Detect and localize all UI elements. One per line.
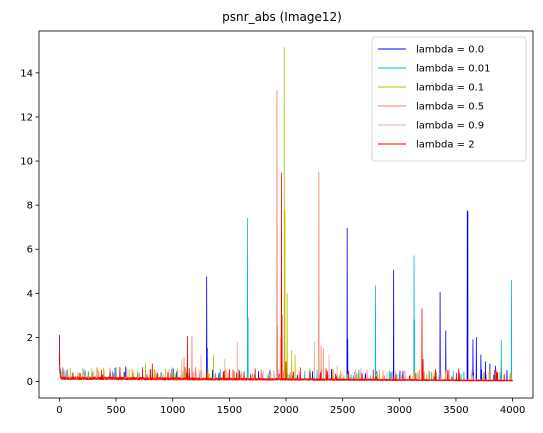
y-tick-label: 2 bbox=[27, 333, 33, 344]
legend-label-0: lambda = 0.0 bbox=[416, 45, 484, 56]
legend-box bbox=[371, 36, 527, 162]
y-tick-label: 14 bbox=[20, 68, 33, 79]
y-axis: 0 2 4 6 8 10 12 14 bbox=[20, 68, 39, 388]
y-tick-label: 6 bbox=[27, 245, 33, 256]
legend: lambda = 0.0 lambda = 0.01 lambda = 0.1 lam… bbox=[371, 36, 527, 162]
legend-label-5: lambda = 2 bbox=[416, 140, 475, 151]
y-tick-label: 0 bbox=[27, 377, 33, 388]
x-tick-label: 4000 bbox=[500, 405, 525, 416]
chart-title: psnr_abs (Image12) bbox=[222, 10, 342, 24]
legend-label-4: lambda = 0.9 bbox=[416, 121, 484, 132]
y-tick-label: 8 bbox=[27, 201, 33, 212]
y-tick-label: 4 bbox=[27, 289, 33, 300]
y-tick-label: 10 bbox=[20, 157, 33, 168]
y-tick-label: 12 bbox=[20, 112, 33, 123]
x-tick-label: 3500 bbox=[443, 405, 468, 416]
legend-label-1: lambda = 0.01 bbox=[416, 64, 490, 75]
x-tick-label: 2000 bbox=[273, 405, 298, 416]
x-tick-label: 500 bbox=[106, 405, 125, 416]
series-line-5 bbox=[58, 172, 513, 382]
legend-label-2: lambda = 0.1 bbox=[416, 83, 484, 94]
x-tick-label: 0 bbox=[56, 405, 62, 416]
legend-label-3: lambda = 0.5 bbox=[416, 102, 484, 113]
series-layer bbox=[58, 47, 513, 382]
x-tick-label: 2500 bbox=[330, 405, 355, 416]
x-tick-label: 1500 bbox=[217, 405, 242, 416]
x-tick-label: 1000 bbox=[160, 405, 185, 416]
x-axis: 0 500 1000 1500 2000 2500 3000 3500 4000 bbox=[56, 398, 525, 416]
x-tick-label: 3000 bbox=[387, 405, 412, 416]
